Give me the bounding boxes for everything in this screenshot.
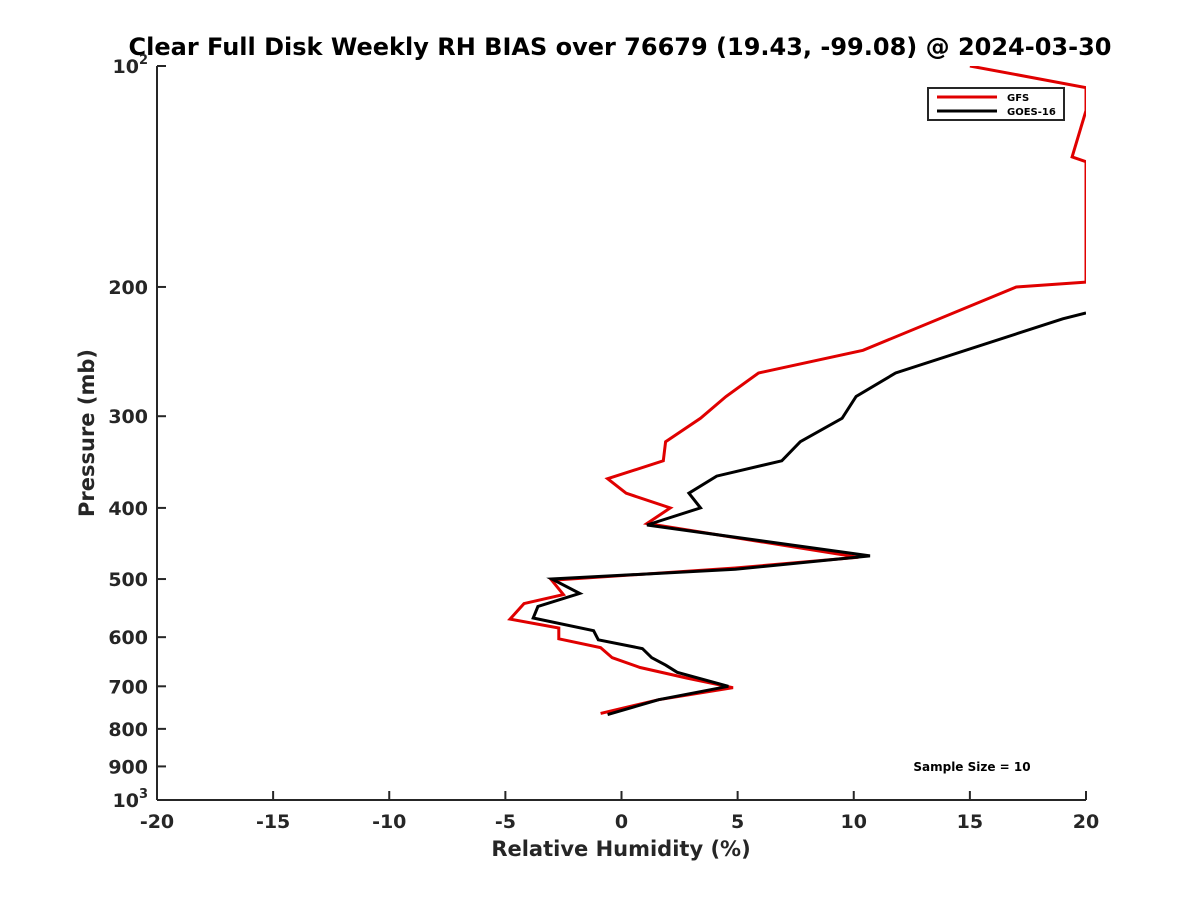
x-tick-label: 5: [731, 811, 744, 833]
y-tick-label: 300: [108, 406, 148, 428]
y-tick-label: 500: [108, 569, 148, 591]
y-axis-label: Pressure (mb): [75, 349, 99, 517]
x-tick-label: 0: [615, 811, 628, 833]
sample-size-annotation: Sample Size = 10: [913, 760, 1030, 774]
legend-box: [927, 87, 1065, 121]
legend-label: GFS: [1007, 93, 1029, 104]
series-layer: [507, 66, 1086, 717]
y-tick-label: 200: [108, 277, 148, 299]
legend: GFS GOES-16: [927, 87, 1065, 121]
x-tick-label: 15: [957, 811, 983, 833]
y-tick-label: 900: [108, 756, 148, 778]
chart-title: Clear Full Disk Weekly RH BIAS over 7667…: [129, 33, 1112, 61]
x-tick-label: -5: [495, 811, 516, 833]
x-tick-label: -20: [140, 811, 174, 833]
ticks-layer: -20 -15 -10 -5 0 5 10 15 20 102 200 300 400 500 600 700…: [108, 53, 1099, 833]
y-tick-label: 700: [108, 676, 148, 698]
x-tick-label: 10: [841, 811, 867, 833]
y-tick-label: 800: [108, 719, 148, 741]
axes-layer: [156, 66, 1086, 801]
y-tick-label: 600: [108, 627, 148, 649]
x-tick-label: -15: [256, 811, 290, 833]
y-tick-label: 400: [108, 498, 148, 520]
y-tick-label: 103: [113, 787, 149, 812]
x-tick-label: 20: [1073, 811, 1099, 833]
x-axis-label: Relative Humidity (%): [491, 837, 750, 861]
series-line-gfs: [507, 66, 1086, 715]
x-tick-label: -10: [372, 811, 406, 833]
y-tick-label: 102: [113, 53, 149, 78]
legend-label: GOES-16: [1007, 107, 1056, 118]
series-line-goes-16: [531, 311, 1086, 717]
